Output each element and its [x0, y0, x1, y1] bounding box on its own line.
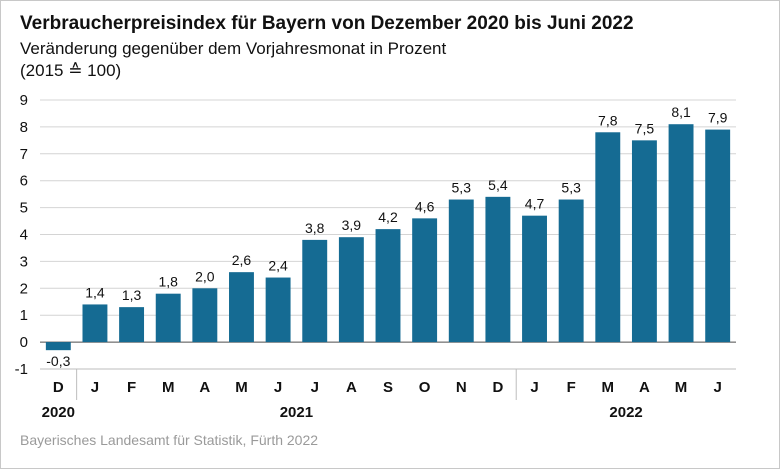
bar-value-label: 2,0: [195, 268, 215, 284]
bar-value-label: 2,6: [232, 252, 252, 268]
year-label: 2022: [609, 404, 642, 421]
bar-value-label: 1,4: [85, 284, 105, 300]
bar: [595, 132, 621, 343]
bar: [82, 304, 108, 343]
bar-value-label: 3,9: [342, 217, 362, 233]
y-tick-label: 8: [20, 119, 28, 136]
x-tick-label: N: [456, 379, 467, 396]
bar: [522, 215, 547, 343]
chart-base-note: (2015 ≙ 100): [20, 61, 122, 80]
x-tick-label: J: [311, 379, 319, 396]
x-tick-label: M: [235, 379, 248, 396]
bar: [338, 237, 364, 343]
bar: [631, 140, 657, 343]
y-tick-label: 5: [20, 200, 28, 217]
bar: [375, 229, 401, 343]
x-tick-label: A: [346, 379, 357, 396]
year-label: 2021: [280, 404, 313, 421]
x-tick-label: F: [567, 379, 576, 396]
bar: [229, 272, 254, 343]
bar: [705, 129, 731, 343]
y-tick-label: 6: [20, 173, 28, 190]
bar-value-label: 7,9: [708, 110, 728, 126]
bar: [119, 307, 145, 343]
x-tick-label: A: [199, 379, 210, 396]
bar-value-label: 5,3: [452, 180, 472, 196]
bar-value-label: 4,7: [525, 196, 545, 212]
x-tick-label: M: [602, 379, 615, 396]
y-tick-label: 7: [20, 146, 28, 163]
y-tick-label: 9: [20, 92, 28, 109]
x-tick-label: J: [714, 379, 722, 396]
source-note: Bayerisches Landesamt für Statistik, Für…: [20, 432, 319, 448]
x-tick-label: D: [492, 379, 503, 396]
bar-value-label: 5,3: [561, 180, 581, 196]
x-tick-label: O: [419, 379, 431, 396]
bar: [558, 199, 584, 343]
x-tick-label: J: [530, 379, 538, 396]
x-tick-label: M: [162, 379, 175, 396]
bar: [45, 342, 71, 351]
bar-value-label: 3,8: [305, 220, 325, 236]
y-tick-label: 4: [20, 227, 28, 244]
bar-value-label: 1,3: [122, 287, 142, 303]
bar: [668, 124, 694, 343]
y-tick-label: 2: [20, 280, 28, 297]
bar-value-label: 8,1: [671, 104, 691, 120]
bar: [155, 293, 181, 343]
x-tick-label: J: [274, 379, 282, 396]
y-tick-label: 3: [20, 253, 28, 270]
bar-value-label: 1,8: [158, 274, 178, 290]
bar: [192, 288, 218, 343]
bar: [448, 199, 474, 343]
y-tick-label: 1: [20, 307, 28, 324]
y-tick-label: -1: [15, 361, 28, 378]
x-tick-label: A: [639, 379, 650, 396]
bar: [412, 218, 438, 343]
bar-value-label: 5,4: [488, 177, 508, 193]
bar-value-label: 7,8: [598, 112, 618, 128]
chart-subtitle: Veränderung gegenüber dem Vorjahresmonat…: [20, 39, 447, 58]
bar: [485, 196, 511, 343]
x-tick-label: D: [53, 379, 64, 396]
bar: [265, 277, 291, 343]
y-tick-label: 0: [20, 334, 28, 351]
year-label: 2020: [42, 404, 75, 421]
bar-value-label: 4,2: [378, 209, 398, 225]
bar-value-label: 4,6: [415, 198, 435, 214]
x-tick-label: J: [91, 379, 99, 396]
bar-value-label: -0,3: [46, 353, 70, 369]
bar-value-label: 2,4: [268, 258, 288, 274]
x-tick-label: S: [383, 379, 393, 396]
x-tick-label: M: [675, 379, 688, 396]
bar-value-label: 7,5: [635, 120, 655, 136]
x-tick-label: F: [127, 379, 136, 396]
bar: [302, 239, 328, 343]
chart-title: Verbraucherpreisindex für Bayern von Dez…: [20, 13, 634, 34]
